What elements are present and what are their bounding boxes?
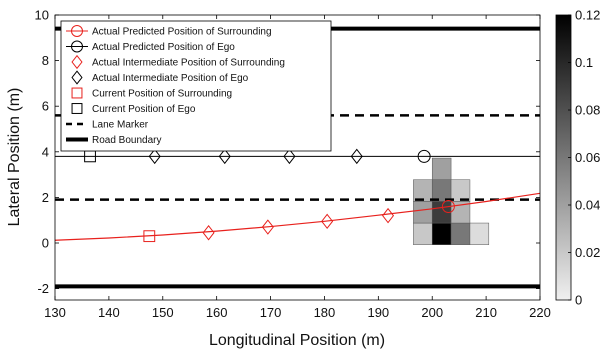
legend-label: Current Position of Ego — [92, 104, 196, 115]
heatmap-cell — [413, 179, 433, 202]
heatmap-cell — [450, 222, 471, 245]
colorbar-tick-label: 0.08 — [575, 103, 600, 118]
heatmap-cell — [469, 222, 490, 245]
y-tick-label: -2 — [37, 281, 49, 296]
colorbar-tick-label: 0.04 — [575, 198, 600, 213]
data-point-diamond — [261, 219, 274, 235]
colorbar-tick-label: 0.06 — [575, 150, 600, 165]
data-point-diamond — [350, 148, 363, 165]
heatmap-cell — [413, 222, 433, 245]
heatmap-cell — [413, 201, 433, 224]
x-tick-label: 160 — [206, 305, 228, 320]
x-tick-label: 130 — [44, 305, 66, 320]
x-tick-label: 150 — [152, 305, 174, 320]
colorbar-tick-label: 0 — [575, 293, 582, 308]
colorbar-tick-label: 0.12 — [575, 8, 600, 23]
x-tick-label: 170 — [260, 305, 282, 320]
x-tick-label: 210 — [475, 305, 497, 320]
data-point-diamond — [321, 213, 334, 230]
data-point-circle — [441, 200, 455, 214]
data-point-diamond — [202, 225, 215, 241]
data-point-diamond — [283, 148, 296, 165]
y-tick-label: 4 — [42, 144, 49, 159]
heatmap-cell — [450, 179, 471, 202]
x-tick-label: 140 — [98, 305, 120, 320]
legend-label: Actual Intermediate Position of Ego — [92, 73, 249, 84]
x-tick-label: 190 — [367, 305, 389, 320]
y-tick-label: 0 — [42, 236, 49, 251]
heatmap-cell — [431, 222, 452, 245]
data-point-circle — [417, 149, 431, 163]
legend-label: Road Boundary — [92, 135, 162, 146]
plot-frame — [54, 14, 541, 301]
legend-label: Actual Predicted Position of Surrounding — [92, 27, 272, 38]
legend-marker-diamond — [71, 70, 83, 85]
data-point-diamond — [382, 207, 395, 224]
y-tick-label: 8 — [42, 53, 49, 68]
legend-label: Actual Predicted Position of Ego — [92, 42, 235, 53]
surrounding-trajectory-line — [54, 192, 541, 241]
y-tick-label: 6 — [42, 99, 49, 114]
colorbar-tick-label: 0.02 — [575, 245, 600, 260]
legend-label: Current Position of Surrounding — [92, 89, 232, 100]
data-point-diamond — [218, 148, 231, 165]
data-point-square — [143, 230, 156, 243]
heatmap-cell — [431, 157, 452, 180]
heatmap-cell — [431, 179, 452, 202]
legend-label: Actual Intermediate Position of Surround… — [92, 58, 285, 69]
y-tick-label: 2 — [42, 190, 49, 205]
legend-label: Lane Marker — [92, 120, 149, 131]
legend: Actual Predicted Position of Surrounding… — [60, 20, 332, 152]
x-tick-label: 180 — [314, 305, 336, 320]
x-tick-label: 200 — [421, 305, 443, 320]
colorbar: 0 0.02 0.04 0.06 0.08 0.1 0.12 — [555, 8, 600, 308]
plot-markers — [84, 148, 455, 243]
axis-ticks: 130 140 150 160 170 180 190 200 210 220 -2 0 2 4 6 8 10 — [35, 8, 551, 321]
y-tick-label: 10 — [35, 8, 49, 23]
legend-marker-square — [71, 103, 83, 114]
legend-marker-circle — [71, 40, 83, 53]
x-axis-label: Longitudinal Position (m) — [209, 332, 385, 349]
legend-marker-diamond — [71, 54, 83, 70]
legend-box — [60, 20, 332, 152]
x-tick-label: 220 — [529, 305, 551, 320]
data-point-diamond — [148, 148, 161, 165]
legend-marker-square — [71, 87, 83, 99]
colorbar-tick-label: 0.1 — [575, 55, 593, 70]
y-axis-label: Lateral Position (m) — [6, 88, 23, 227]
legend-marker-circle — [71, 25, 83, 37]
